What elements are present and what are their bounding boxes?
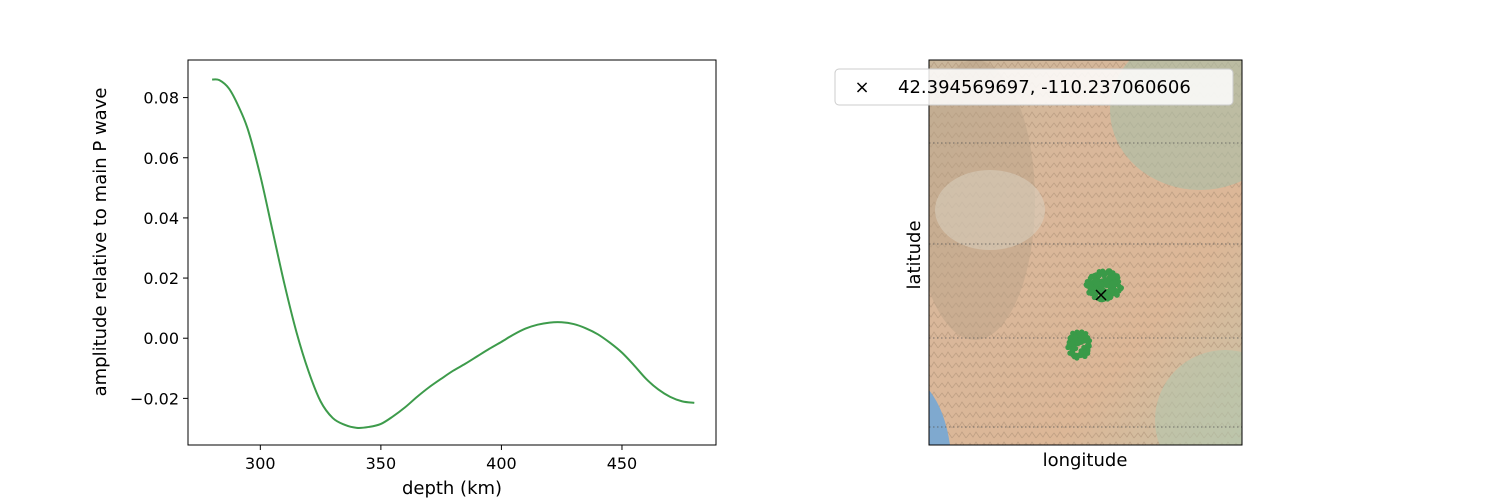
- station-point: [1105, 292, 1111, 298]
- line-chart-frame: [187, 59, 717, 446]
- station-cluster-south: [1065, 329, 1093, 361]
- x-tick-label: 400: [486, 454, 517, 473]
- line-chart-group: 300 350 400 450 −0.02 0.00 0.02 0.04 0.06 0.08 d…: [90, 59, 717, 499]
- y-tick-label: −0.02: [130, 389, 179, 408]
- station-point: [1092, 278, 1098, 284]
- station-point: [1069, 340, 1075, 346]
- station-point: [1101, 296, 1107, 302]
- station-point: [1096, 281, 1102, 287]
- y-tick-label: 0.00: [143, 329, 179, 348]
- station-point: [1116, 283, 1122, 289]
- y-tick-label: 0.02: [143, 269, 179, 288]
- station-point: [1090, 290, 1097, 296]
- station-point: [1078, 335, 1084, 341]
- y-tick-label: 0.04: [143, 209, 179, 228]
- map-x-axis-label: longitude: [1043, 450, 1128, 471]
- series-line: [212, 78, 695, 429]
- x-tick-label: 450: [607, 454, 638, 473]
- map-legend: × 42.394569697, -110.237060606: [834, 68, 1234, 106]
- station-cluster-north: [1083, 268, 1124, 303]
- station-point: [1082, 350, 1088, 356]
- station-point: [1082, 353, 1088, 359]
- station-point: [1068, 350, 1074, 356]
- station-point: [1069, 346, 1075, 352]
- station-point: [1079, 329, 1085, 335]
- station-point: [1110, 270, 1116, 276]
- station-point: [1076, 339, 1083, 346]
- y-tick-label: 0.06: [143, 149, 179, 168]
- legend-label: 42.394569697, -110.237060606: [898, 77, 1191, 98]
- location-marker-icon: [1095, 289, 1107, 301]
- station-point: [1077, 351, 1083, 358]
- station-point: [1115, 275, 1121, 281]
- station-point: [1065, 344, 1071, 351]
- station-point: [1096, 273, 1102, 279]
- y-axis-label: amplitude relative to main P wave: [90, 88, 111, 397]
- station-point: [1072, 333, 1078, 339]
- station-point: [1074, 355, 1080, 361]
- station-point: [1091, 273, 1097, 279]
- x-axis-label: depth (km): [402, 478, 502, 499]
- station-point: [1096, 269, 1102, 275]
- station-point: [1087, 275, 1093, 281]
- station-point: [1106, 275, 1112, 281]
- map-frame: [928, 59, 1243, 446]
- x-tick-label: 350: [366, 454, 397, 473]
- station-point: [1109, 282, 1115, 288]
- x-tick-label: 300: [245, 454, 276, 473]
- station-point: [1105, 270, 1112, 276]
- y-tick-label: 0.08: [143, 89, 179, 108]
- station-point: [1114, 292, 1120, 298]
- legend-marker-icon: ×: [854, 77, 869, 98]
- map-y-axis-label: latitude: [904, 220, 925, 289]
- x-ticks: 300 350 400 450: [245, 445, 637, 473]
- y-ticks: −0.02 0.00 0.02 0.04 0.06 0.08: [130, 89, 188, 408]
- map-background: [929, 60, 1242, 445]
- station-point: [1086, 290, 1092, 296]
- station-point: [1089, 283, 1095, 290]
- station-point: [1084, 280, 1090, 286]
- map-chart-group: longitude latitude × 42.394569697, -110.…: [834, 59, 1243, 471]
- station-point: [1083, 338, 1089, 344]
